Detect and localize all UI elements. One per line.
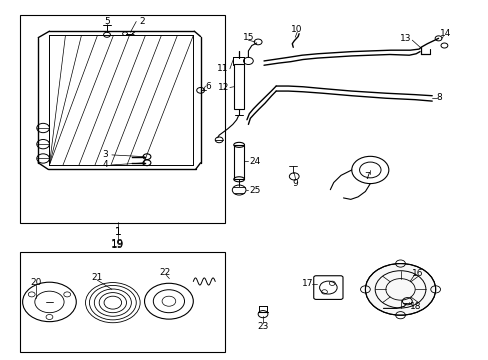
Text: 8: 8 [436, 93, 442, 102]
Bar [233, 64, 243, 109]
Text: 22: 22 [159, 268, 170, 277]
Text: 17: 17 [302, 279, 313, 288]
Text: 2: 2 [139, 17, 144, 26]
Text: 18: 18 [409, 302, 421, 311]
Text: 23: 23 [257, 322, 268, 331]
Text: 12: 12 [217, 83, 228, 92]
Text: 19: 19 [111, 239, 124, 249]
Text: 14: 14 [439, 29, 450, 38]
Text: 15: 15 [242, 33, 254, 42]
Text: 4: 4 [102, 161, 108, 170]
Text: 7: 7 [364, 172, 369, 181]
Text: 19: 19 [111, 240, 124, 250]
Text: 1: 1 [114, 227, 121, 237]
Text: 6: 6 [204, 82, 210, 91]
Text: 13: 13 [399, 34, 410, 43]
FancyBboxPatch shape [313, 276, 342, 300]
Text: 5: 5 [104, 17, 110, 26]
Circle shape [365, 264, 435, 315]
Text: 3: 3 [102, 150, 108, 159]
Text: 24: 24 [249, 157, 260, 166]
Text: 25: 25 [249, 185, 260, 194]
Text: 9: 9 [292, 179, 298, 188]
Bar [20, 252, 224, 352]
Text: 10: 10 [291, 25, 302, 34]
Text: 21: 21 [91, 273, 102, 282]
Text: 11: 11 [217, 64, 228, 73]
Text: 16: 16 [411, 269, 423, 278]
Bar [232, 57, 244, 65]
Text: 1: 1 [114, 228, 121, 237]
Bar [233, 145, 244, 179]
Text: 20: 20 [30, 278, 41, 287]
Bar [20, 15, 224, 223]
